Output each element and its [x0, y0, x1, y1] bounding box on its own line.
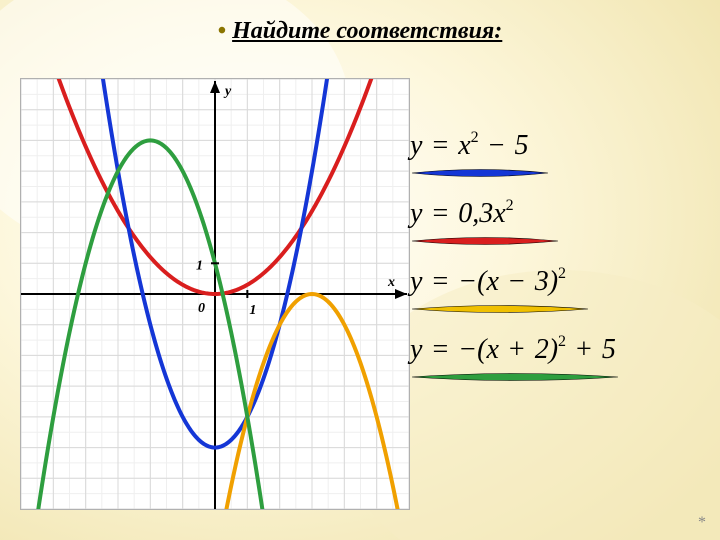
page-number: *: [698, 514, 706, 532]
formula-text: y = x2 − 5: [410, 130, 710, 162]
formula-underline: [410, 370, 620, 384]
formula-underline: [410, 302, 590, 316]
svg-text:1: 1: [249, 303, 256, 318]
svg-text:y: y: [223, 84, 232, 99]
formula-row: y = x2 − 5: [410, 130, 710, 198]
formula-row: y = 0,3x2: [410, 198, 710, 266]
svg-text:1: 1: [196, 258, 203, 273]
parabola-chart: y x 0 1 1: [20, 78, 410, 510]
formula-underline: [410, 166, 550, 180]
formula-row: y = −(x + 2)2 + 5: [410, 334, 710, 402]
page-title: Найдите соответствия:: [0, 18, 720, 45]
formula-text: y = −(x + 2)2 + 5: [410, 334, 710, 366]
formula-text: y = 0,3x2: [410, 198, 710, 230]
svg-text:x: x: [387, 275, 395, 290]
formula-underline: [410, 234, 560, 248]
formula-row: y = −(x − 3)2: [410, 266, 710, 334]
title-text: Найдите соответствия:: [232, 18, 502, 44]
formula-text: y = −(x − 3)2: [410, 266, 710, 298]
svg-text:0: 0: [198, 301, 205, 316]
formula-list: y = x2 − 5 y = 0,3x2 y = −(x − 3)2 y = −(x …: [410, 130, 710, 402]
